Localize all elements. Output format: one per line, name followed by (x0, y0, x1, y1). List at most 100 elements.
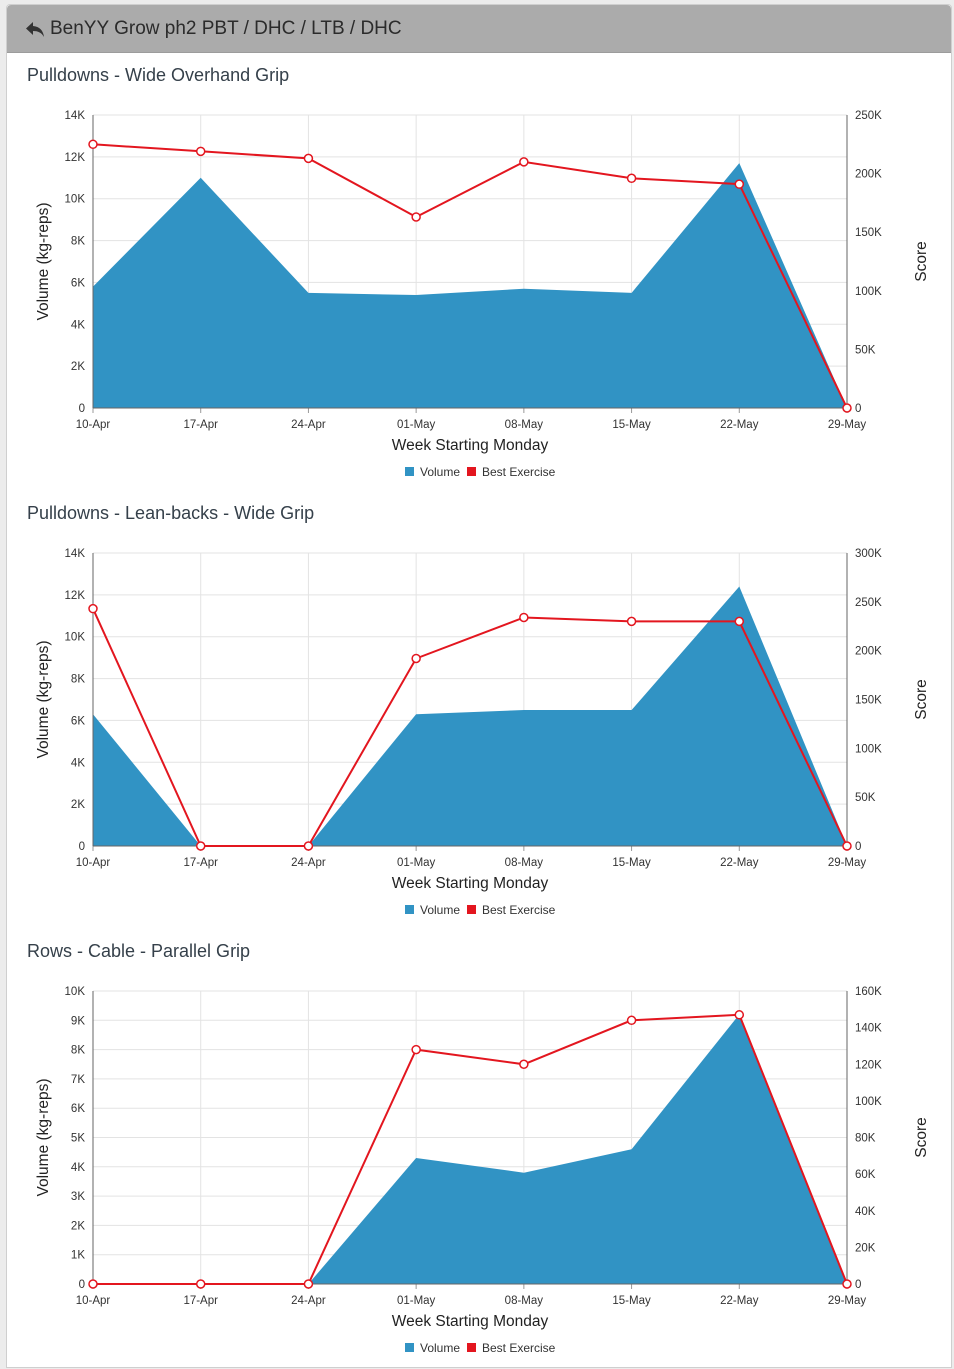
y-tick-label: 10K (65, 632, 86, 644)
y-tick-label: 9K (71, 1015, 85, 1027)
x-tick-label: 10-Apr (76, 857, 111, 869)
y2-tick-label: 120K (855, 1059, 882, 1071)
chart-card-1: Pulldowns - Wide Overhand Grip 0 2K 4K 6K 8K… (7, 65, 953, 495)
y2-tick-label: 100K (855, 1096, 882, 1108)
chart-title: Pulldowns - Wide Overhand Grip (27, 65, 290, 85)
y-tick-label: 4K (71, 1162, 85, 1174)
legend-best-exercise-label: Best Exercise (482, 1341, 556, 1355)
y-tick-label: 8K (71, 674, 85, 686)
y-tick-label: 10K (65, 986, 86, 998)
best-exercise-point (411, 653, 421, 664)
x-tick-label: 08-May (505, 857, 544, 869)
legend-best-exercise-swatch (467, 467, 476, 476)
y2-tick-label: 200K (855, 646, 882, 658)
y2-tick-label: 80K (855, 1133, 876, 1145)
y-tick-label: 0 (79, 1279, 85, 1291)
x-tick-label: 22-May (720, 1295, 759, 1307)
reply-arrow-icon[interactable] (24, 18, 46, 40)
y-tick-label: 2K (71, 1220, 85, 1232)
chart-title: Pulldowns - Lean-backs - Wide Grip (27, 503, 315, 523)
x-tick-label: 01-May (397, 419, 436, 431)
page-title: BenYY Grow ph2 PBT / DHC / LTB / DHC (50, 17, 402, 39)
x-tick-label: 24-Apr (291, 419, 326, 431)
y2-tick-label: 150K (855, 695, 882, 707)
y2-tick-label: 60K (855, 1169, 876, 1181)
volume-area (93, 1014, 847, 1284)
x-tick-label: 29-May (828, 857, 867, 869)
legend-volume-label: Volume (420, 903, 460, 917)
main-panel: BenYY Grow ph2 PBT / DHC / LTB / DHC Pul… (6, 4, 952, 1368)
best-exercise-point (842, 1279, 852, 1289)
best-exercise-point (519, 1059, 529, 1069)
best-exercise-point (88, 139, 98, 150)
chart-title: Rows - Cable - Parallel Grip (27, 941, 251, 961)
x-tick-label: 29-May (828, 419, 867, 431)
y2-tick-label: 40K (855, 1206, 876, 1218)
y2-tick-label: 100K (855, 286, 882, 298)
x-tick-label: 17-Apr (183, 1295, 218, 1307)
best-exercise-point (303, 841, 314, 851)
x-tick-label: 24-Apr (291, 1295, 326, 1307)
y2-tick-label: 300K (855, 548, 882, 560)
y2-tick-label: 0 (855, 841, 861, 853)
y2-tick-label: 140K (855, 1023, 882, 1035)
page-header: BenYY Grow ph2 PBT / DHC / LTB / DHC (7, 5, 951, 53)
volume-score-chart: 0 1K 2K 3K 4K 5K 6K 7K 8K 9K 10K 0 20K 40K 60K 80K 100K 1… (35, 986, 930, 1355)
best-exercise-point (842, 841, 852, 851)
y-tick-label: 4K (71, 319, 85, 331)
chart-card-2: Pulldowns - Lean-backs - Wide Grip 0 2K 4K… (7, 503, 953, 933)
y-tick-label: 14K (65, 110, 86, 122)
y2-axis-title: Score (913, 679, 930, 720)
y2-tick-label: 50K (855, 792, 876, 804)
y-tick-label: 2K (71, 799, 85, 811)
x-tick-label: 22-May (720, 857, 759, 869)
x-tick-label: 17-Apr (183, 419, 218, 431)
x-tick-label: 10-Apr (76, 419, 111, 431)
legend-volume-swatch (405, 1343, 414, 1352)
y-axis-title: Volume (kg-reps) (35, 202, 52, 320)
best-exercise-point (411, 1044, 421, 1055)
best-exercise-point (88, 603, 98, 614)
volume-area (93, 586, 847, 846)
y-axis-title: Volume (kg-reps) (35, 640, 52, 758)
best-exercise-point (411, 212, 421, 222)
best-exercise-point (734, 1010, 745, 1020)
volume-score-chart: 0 2K 4K 6K 8K 10K 12K 14K 0 50K 100K 150K 200K 250K 30… (35, 548, 930, 917)
legend-volume-swatch (405, 467, 414, 476)
y-tick-label: 14K (65, 548, 86, 560)
best-exercise-point (626, 616, 637, 627)
y2-tick-label: 0 (855, 1279, 861, 1291)
x-tick-label: 29-May (828, 1295, 867, 1307)
best-exercise-line (93, 1013, 848, 1285)
x-tick-label: 15-May (612, 857, 651, 869)
legend-best-exercise-label: Best Exercise (482, 465, 556, 479)
y-tick-label: 4K (71, 757, 85, 769)
x-tick-label: 24-Apr (291, 857, 326, 869)
y-tick-label: 5K (71, 1133, 85, 1145)
y2-tick-label: 150K (855, 227, 882, 239)
y-tick-label: 12K (65, 152, 86, 164)
x-tick-label: 15-May (612, 1295, 651, 1307)
x-axis-title: Week Starting Monday (392, 437, 549, 454)
legend-volume-label: Volume (420, 465, 460, 479)
y2-tick-label: 0 (855, 403, 861, 415)
best-exercise-line (92, 143, 848, 409)
y2-tick-label: 100K (855, 743, 882, 755)
y2-axis-title: Score (913, 1117, 930, 1158)
best-exercise-point (626, 173, 637, 184)
y2-tick-label: 50K (855, 344, 876, 356)
y-tick-label: 6K (71, 1103, 85, 1115)
y-tick-label: 10K (65, 194, 86, 206)
legend-best-exercise-label: Best Exercise (482, 903, 556, 917)
y-tick-label: 2K (71, 361, 85, 373)
legend-volume-swatch (405, 905, 414, 914)
y-tick-label: 7K (71, 1074, 85, 1086)
x-tick-label: 17-Apr (183, 857, 218, 869)
y2-axis-title: Score (913, 241, 930, 282)
legend-best-exercise-swatch (467, 905, 476, 914)
best-exercise-point (195, 1279, 206, 1289)
y2-tick-label: 250K (855, 110, 882, 122)
y2-tick-label: 20K (855, 1242, 876, 1254)
x-tick-label: 10-Apr (76, 1295, 111, 1307)
x-tick-label: 01-May (397, 857, 436, 869)
